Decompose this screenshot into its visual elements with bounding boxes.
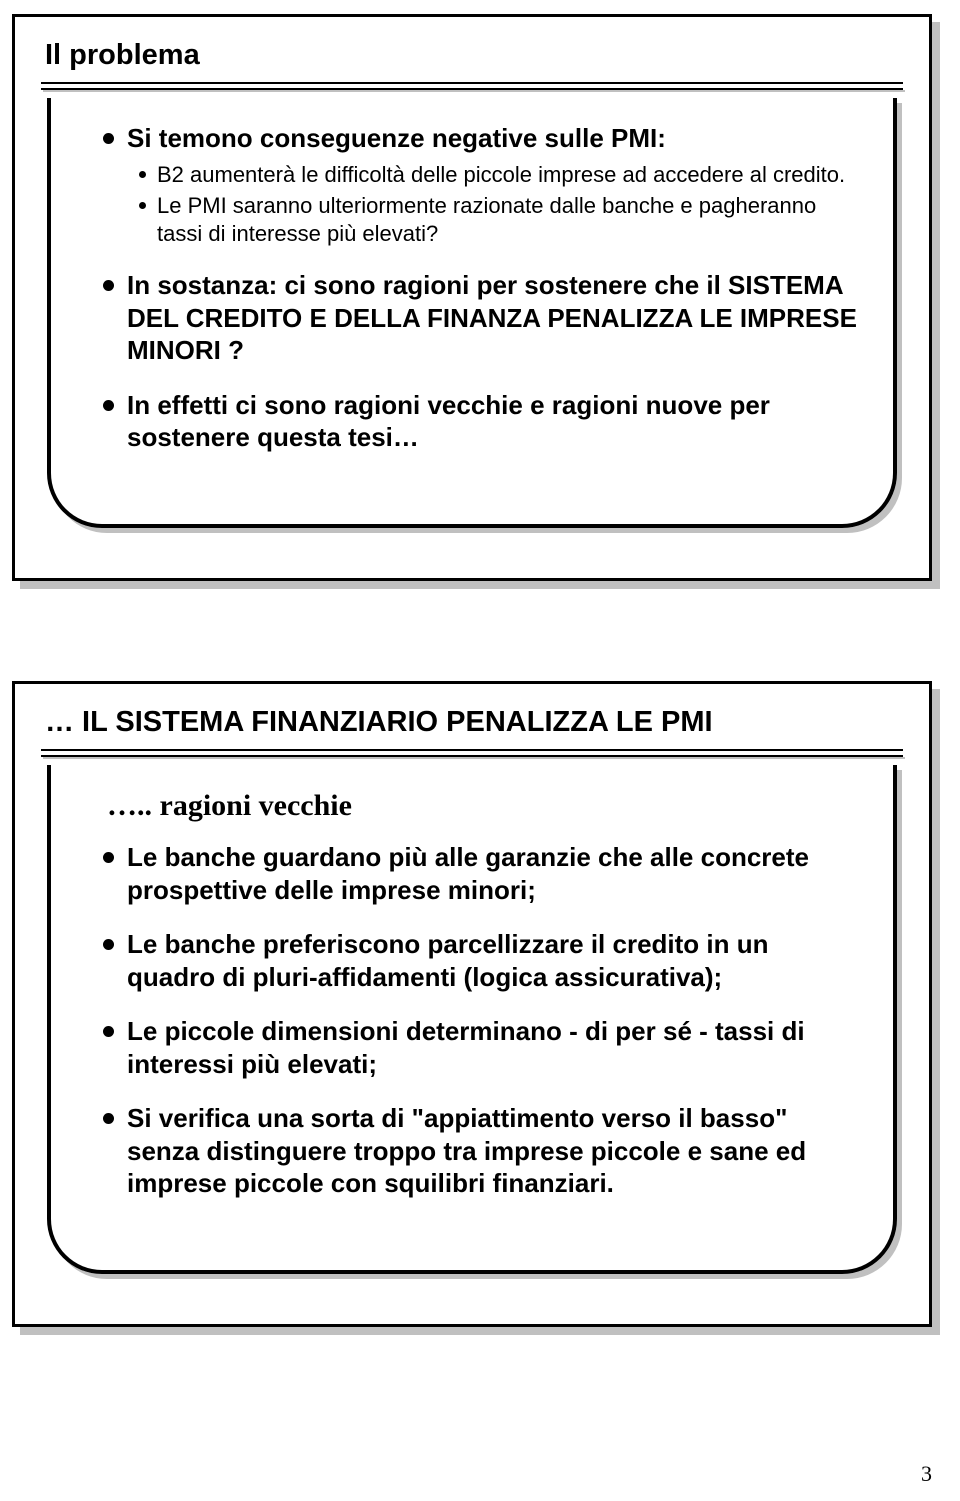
slide-2: … IL SISTEMA FINANZIARIO PENALIZZA LE PM… — [12, 681, 932, 1327]
slide-1: Il problema Si temono conseguenze negati… — [12, 14, 932, 581]
slide-title-box: … IL SISTEMA FINANZIARIO PENALIZZA LE PM… — [41, 706, 903, 745]
bullet-item: Le banche preferiscono parcellizzare il … — [103, 928, 857, 993]
sub-bullet-item: Le PMI saranno ulteriormente razionate d… — [127, 192, 857, 247]
bullet-item: In effetti ci sono ragioni vecchie e rag… — [103, 389, 857, 454]
bullet-item: Le piccole dimensioni determinano - di p… — [103, 1015, 857, 1080]
title-underline — [41, 749, 903, 759]
bullet-item: Le banche guardano più alle garanzie che… — [103, 841, 857, 906]
bullet-item: Si verifica una sorta di "appiattimento … — [103, 1102, 857, 1200]
slide-title: … IL SISTEMA FINANZIARIO PENALIZZA LE PM… — [45, 706, 903, 739]
slide-title-box: Il problema — [41, 39, 903, 78]
title-underline — [41, 82, 903, 92]
bullet-item: Si temono conseguenze negative sulle PMI… — [103, 122, 857, 247]
bullet-item: In sostanza: ci sono ragioni per sostene… — [103, 269, 857, 367]
sub-bullet-item: B2 aumenterà le difficoltà delle piccole… — [127, 161, 857, 189]
page-number: 3 — [921, 1461, 932, 1487]
intro-text: ….. ragioni vecchie — [103, 789, 857, 823]
sub-bullet-list: B2 aumenterà le difficoltà delle piccole… — [127, 161, 857, 248]
bullet-text: Si temono conseguenze negative sulle PMI… — [127, 123, 666, 153]
slide-title: Il problema — [45, 39, 903, 72]
bullet-list: Le banche guardano più alle garanzie che… — [103, 841, 857, 1200]
bullet-list: Si temono conseguenze negative sulle PMI… — [103, 122, 857, 454]
content-frame: Si temono conseguenze negative sulle PMI… — [47, 98, 897, 528]
content-frame: ….. ragioni vecchie Le banche guardano p… — [47, 765, 897, 1274]
